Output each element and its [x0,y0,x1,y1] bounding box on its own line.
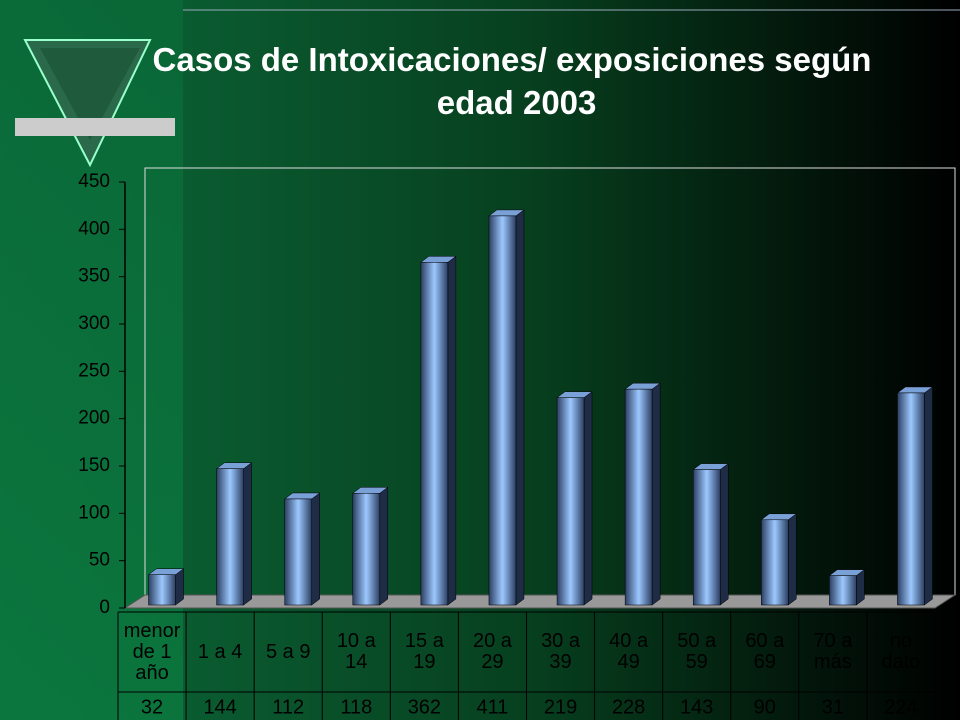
value-cell: 228 [612,696,645,718]
bar-side [583,391,593,606]
logo [15,39,175,168]
category-cell: no dato [881,630,921,673]
bar [420,262,449,606]
bar [284,498,312,606]
value-cell: 224 [884,696,917,718]
value-cell: 32 [141,696,163,718]
bar [897,392,925,606]
x-tick-label: no dato [881,630,921,673]
x-tick-label: 70 a más [813,630,853,673]
value-cell: 118 [340,696,372,718]
value-cell: 362 [408,696,441,718]
y-tick-label: 450 [78,171,110,192]
x-tick-label: 5 a 9 [265,640,311,663]
bar-side [788,513,797,606]
category-cell: 40 a 49 [609,630,649,673]
category-cell: 70 a más [813,630,853,673]
y-tick-label: 250 [78,360,110,381]
bar-side [447,255,457,606]
bar [761,519,789,606]
category-cell: 20 a 29 [472,630,512,673]
x-tick-label: 40 a 49 [609,630,649,673]
bar [352,493,381,606]
category-cell: 50 a 59 [677,630,717,673]
value-cell: 144 [203,696,236,718]
y-tick-label: 300 [78,313,110,334]
y-tick-label: 50 [89,550,110,571]
y-tick-label: 350 [78,266,110,287]
y-tick-label: 200 [78,408,110,429]
x-tick-label: 15 a 19 [404,630,444,673]
category-cell: 5 a 9 [265,640,311,663]
floor [123,594,957,609]
category-cell: 30 a 39 [541,630,580,673]
x-tick-label: 10 a 14 [336,630,376,673]
x-tick-label: menor de 1 año [123,619,181,684]
x-tick-label: 20 a 29 [472,630,512,673]
value-cell: 31 [822,696,844,718]
y-tick-label: 150 [78,455,110,476]
bar [829,575,857,606]
bar [216,468,244,606]
bar-side [719,463,729,606]
x-tick-label: 30 a 39 [541,630,580,673]
x-tick-label: 50 a 59 [677,630,717,673]
category-cell: 15 a 19 [404,630,444,673]
bar [624,388,653,606]
value-cell: 90 [754,696,776,718]
bar-side [311,492,320,606]
x-tick-label: 60 a 69 [745,630,785,673]
value-cell: 143 [680,696,713,718]
bar [148,574,176,606]
bar-side [651,382,661,606]
bar-side [379,486,389,606]
bar-side [175,568,184,606]
category-cell: 1 a 4 [197,640,243,663]
chart-title: Casos de Intoxicaciones/ exposiciones se… [153,41,872,121]
bar [692,469,721,606]
bar-side [515,209,525,606]
bar [556,397,585,606]
value-cell: 411 [477,696,509,718]
bar-side [243,462,252,606]
value-cell: 219 [544,696,577,718]
category-cell: 10 a 14 [336,630,376,673]
category-cell: menor de 1 año [123,619,181,684]
bar [488,215,517,606]
y-tick-label: 400 [78,218,110,239]
bar-side [924,386,933,606]
y-tick-label: 100 [78,502,110,523]
category-cell: 60 a 69 [745,630,785,673]
y-tick-label: 0 [99,597,110,618]
value-cell: 112 [272,696,304,718]
x-tick-label: 1 a 4 [197,640,243,663]
